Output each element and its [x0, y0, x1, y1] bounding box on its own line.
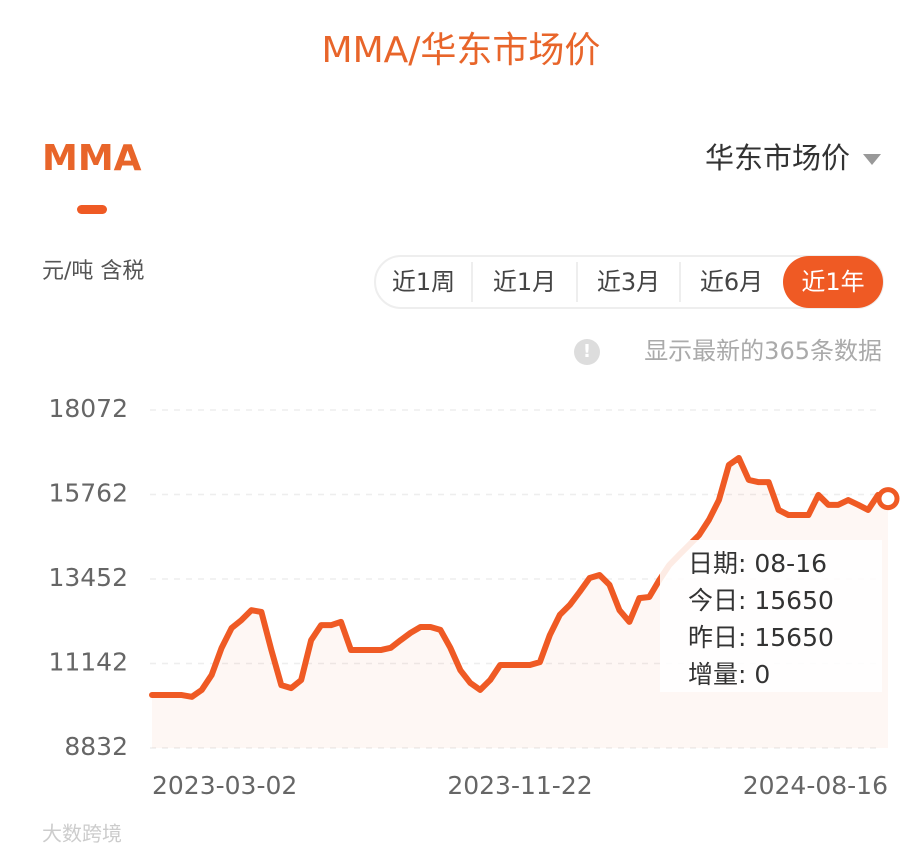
range-button[interactable]: 近3月 — [597, 268, 660, 296]
chart: 8832 11142 13452 15762 18072 2023-03-02 2023-1… — [48, 394, 900, 800]
watermark: 大数跨境 — [42, 822, 122, 846]
range-button-active — [783, 256, 883, 308]
unit: 元/吨 含税 — [42, 259, 144, 284]
line — [149, 454, 891, 700]
tooltip-line: 增量: 0 — [688, 660, 770, 689]
tab-indicator — [77, 205, 107, 214]
tooltip-line: 昨日: 15650 — [688, 623, 834, 652]
highlight-point — [876, 487, 900, 511]
x-tick-label: 2024-08-16 — [743, 771, 888, 800]
range-button[interactable]: 近1年 — [801, 268, 864, 296]
y-tick-label: 13452 — [48, 563, 128, 592]
y-tick-label: 18072 — [48, 394, 128, 423]
y-tick-label: 11142 — [48, 648, 128, 677]
tooltip-line: 今日: 15650 — [688, 586, 834, 615]
page-title: MMA/华东市场价 — [322, 30, 601, 71]
range-button[interactable]: 近1周 — [392, 268, 455, 296]
info-icon-mark: ! — [583, 341, 591, 362]
dropdown[interactable]: 华东市场价 — [705, 141, 850, 175]
tooltip-box — [660, 540, 882, 692]
range-button[interactable]: 近6月 — [700, 268, 763, 296]
tooltip-line: 日期: 08-16 — [688, 549, 827, 578]
tab[interactable]: MMA — [42, 138, 142, 179]
range-selector: 近1周 近1月 近3月 近6月 近1年 — [374, 255, 884, 309]
dropdown-arrow — [863, 154, 881, 165]
y-tick-label: 8832 — [64, 732, 128, 761]
note: 显示最新的365条数据 — [644, 337, 882, 365]
range-button[interactable]: 近1月 — [493, 268, 556, 296]
x-tick-label: 2023-11-22 — [447, 771, 592, 800]
info-icon — [574, 339, 600, 365]
x-tick-label: 2023-03-02 — [152, 771, 297, 800]
y-tick-label: 15762 — [48, 479, 128, 508]
